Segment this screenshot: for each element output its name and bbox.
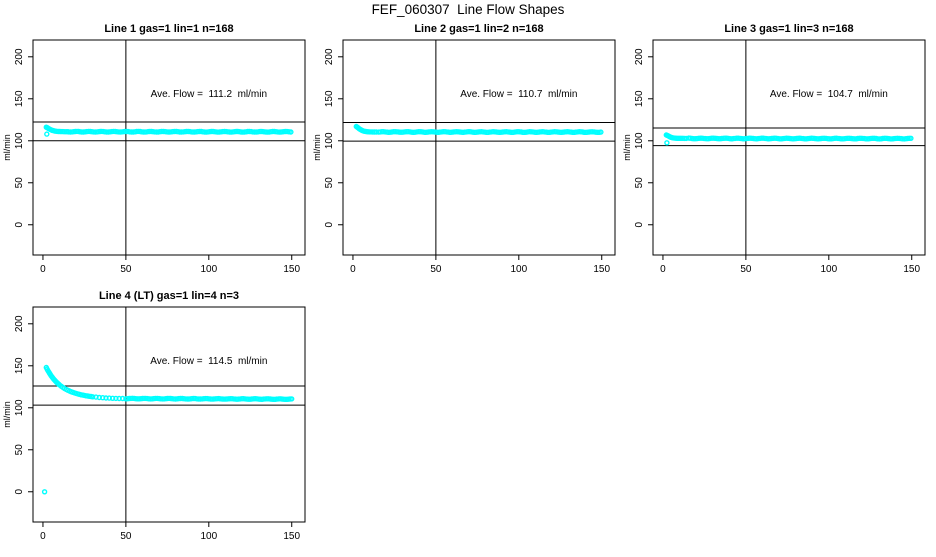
y-tick-label: 0 — [634, 222, 645, 228]
x-tick-label: 50 — [740, 264, 752, 275]
subplot-1: 0 50 100 150 0 50 100 150 200 ml/min Line 1 gas=1 … — [2, 23, 306, 275]
y-tick-label: 150 — [14, 90, 25, 107]
y-tick-label: 150 — [14, 357, 25, 374]
x-tick-label: 50 — [120, 531, 132, 542]
ave-flow-annotation: Ave. Flow = 104.7 ml/min — [770, 89, 888, 100]
y-tick-label: 100 — [634, 132, 645, 149]
x-tick-label: 100 — [510, 264, 527, 275]
ave-flow-annotation: Ave. Flow = 110.7 ml/min — [460, 89, 577, 100]
y-tick-label: 200 — [14, 48, 25, 65]
x-tick-label: 150 — [283, 531, 300, 542]
y-tick-label: 200 — [634, 48, 645, 65]
y-axis-label: ml/min — [2, 134, 12, 161]
x-tick-label: 0 — [40, 531, 46, 542]
y-tick-label: 100 — [324, 132, 335, 149]
y-tick-label: 200 — [324, 48, 335, 65]
figure-title: FEF_060307 Line Flow Shapes — [371, 2, 565, 17]
y-tick-label: 100 — [14, 399, 25, 416]
y-tick-label: 50 — [634, 177, 645, 189]
subplot-3: 0 50 100 150 0 50 100 150 200 ml/min Line 3 gas=1 … — [622, 23, 926, 275]
x-tick-label: 150 — [903, 264, 920, 275]
data-point — [41, 489, 48, 495]
y-axis-label: ml/min — [2, 401, 12, 428]
subplot-2: 0 50 100 150 0 50 100 150 200 ml/min Line 2 gas=1 … — [312, 23, 616, 275]
x-tick-label: 100 — [200, 531, 217, 542]
y-tick-label: 100 — [14, 132, 25, 149]
data-point — [289, 396, 295, 402]
subplot-title: Line 1 gas=1 lin=1 n=168 — [104, 23, 233, 35]
subplot-title: Line 3 gas=1 lin=3 n=168 — [724, 23, 853, 35]
subplot-4: 0 50 100 150 0 50 100 150 200 ml/min Line 4 (LT) g… — [2, 290, 306, 542]
x-tick-label: 0 — [660, 264, 666, 275]
x-tick-label: 0 — [40, 264, 46, 275]
plot-border — [32, 306, 306, 523]
y-tick-label: 150 — [324, 90, 335, 107]
y-axis-label: ml/min — [622, 134, 632, 161]
plot-border — [32, 39, 306, 256]
data-point — [598, 129, 604, 135]
data-point — [664, 140, 670, 146]
data-point — [908, 135, 914, 142]
plot-border — [342, 39, 616, 256]
subplot-title: Line 2 gas=1 lin=2 n=168 — [414, 23, 543, 35]
y-tick-label: 200 — [14, 315, 25, 332]
y-tick-label: 0 — [14, 489, 25, 495]
x-tick-label: 100 — [820, 264, 837, 275]
x-tick-label: 100 — [200, 264, 217, 275]
y-axis-label: ml/min — [312, 134, 322, 161]
x-tick-label: 150 — [283, 264, 300, 275]
ave-flow-annotation: Ave. Flow = 114.5 ml/min — [150, 356, 267, 367]
x-tick-label: 50 — [120, 264, 132, 275]
x-tick-label: 50 — [430, 264, 442, 275]
y-tick-label: 50 — [14, 444, 25, 456]
y-tick-label: 50 — [14, 177, 25, 189]
data-point — [288, 129, 294, 135]
y-tick-label: 150 — [634, 90, 645, 107]
ave-flow-annotation: Ave. Flow = 111.2 ml/min — [151, 89, 267, 100]
subplot-title: Line 4 (LT) gas=1 lin=4 n=3 — [99, 290, 239, 302]
plot-border — [652, 39, 926, 256]
y-tick-label: 0 — [324, 222, 335, 228]
y-tick-label: 50 — [324, 177, 335, 189]
data-point — [44, 131, 50, 137]
x-tick-label: 0 — [350, 264, 356, 275]
x-tick-label: 150 — [593, 264, 610, 275]
y-tick-label: 0 — [14, 222, 25, 228]
